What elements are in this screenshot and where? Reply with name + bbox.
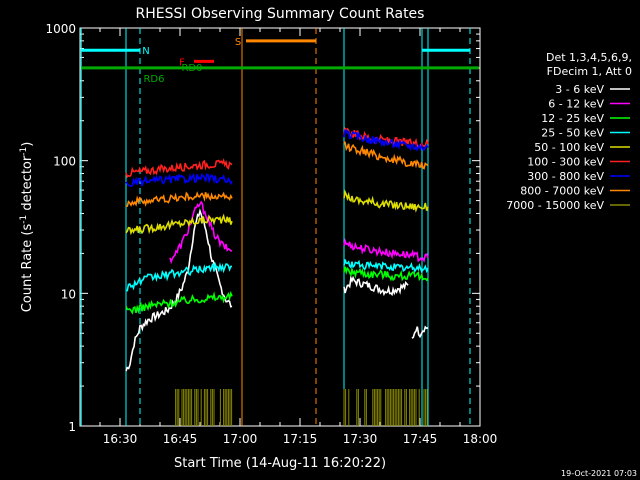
x-tick-label: 18:00 <box>463 432 498 446</box>
series-line <box>411 325 429 339</box>
series-line <box>343 189 429 213</box>
y-tick-label: 10 <box>61 287 76 301</box>
chart-title: RHESSI Observing Summary Count Rates <box>136 6 425 22</box>
annotation-rd6: RD6 <box>143 74 164 85</box>
axis-ticks: 16:30 16:45 17:00 17:15 17:30 17:45 18:00 1 10 10… <box>45 22 497 446</box>
annotation-rd0: RD0 <box>181 63 202 74</box>
series-line <box>125 158 233 179</box>
legend-label: 7000 - 15000 keV <box>506 199 604 212</box>
legend-label: 3 - 6 keV <box>555 83 604 96</box>
y-tick-label: 1 <box>68 420 76 434</box>
annotation-f: F <box>179 57 185 68</box>
annotation-s: S <box>235 37 241 48</box>
y-axis-label: Count Rate (s-1 detector-1) <box>19 142 35 313</box>
timestamp: 19-Oct-2021 07:03 <box>561 469 637 478</box>
instrument-vertical-lines <box>80 28 471 426</box>
series-line <box>125 191 233 208</box>
series-line <box>126 261 233 292</box>
series-line <box>125 290 233 315</box>
series-line <box>343 237 429 263</box>
x-tick-label: 17:30 <box>343 432 378 446</box>
legend-label: 25 - 50 keV <box>541 127 604 140</box>
y-axis-label-mid: detector <box>20 155 35 215</box>
legend-label: 100 - 300 keV <box>527 156 604 169</box>
legend: Det 1,3,4,5,6,9,FDecim 1, Att 0 3 - 6 keV… <box>506 51 632 212</box>
series-line <box>343 274 409 297</box>
series-line <box>343 129 429 152</box>
series-line <box>343 259 429 274</box>
legend-label: 300 - 800 keV <box>527 170 604 183</box>
x-tick-label: 16:30 <box>103 432 138 446</box>
series-spikes <box>343 389 428 426</box>
legend-header-line: Det 1,3,4,5,6,9, <box>546 51 632 64</box>
x-tick-label: 17:15 <box>283 432 318 446</box>
legend-label: 50 - 100 keV <box>534 141 604 154</box>
series-6-12-kev <box>169 200 429 265</box>
series-300-800-kev <box>125 129 429 188</box>
series-line <box>125 213 233 236</box>
series-line <box>169 200 233 265</box>
series-12-25-kev <box>125 266 429 315</box>
series-50-100-kev <box>125 189 429 236</box>
y-tick-label: 100 <box>53 155 76 169</box>
series-line <box>343 266 429 282</box>
series-line <box>343 126 429 149</box>
y-tick-label: 1000 <box>45 22 76 36</box>
legend-label: 12 - 25 keV <box>541 112 604 125</box>
y-axis-label-sup2: -1 <box>19 147 29 156</box>
series-spikes <box>175 389 233 426</box>
x-tick-label: 17:00 <box>223 432 258 446</box>
annotation-n: N <box>142 46 149 57</box>
series-line <box>343 140 429 170</box>
instrument-state-bars <box>81 39 479 70</box>
y-axis-label-sup1: -1 <box>19 215 29 224</box>
series-7000-15000-kev <box>175 389 428 426</box>
series-25-50-kev <box>126 259 429 292</box>
x-tick-label: 16:45 <box>163 432 198 446</box>
x-axis-label: Start Time (14-Aug-11 16:20:22) <box>174 456 386 471</box>
legend-header-line: FDecim 1, Att 0 <box>547 65 632 78</box>
y-axis-label-end: ) <box>20 142 35 147</box>
series-line <box>125 208 233 372</box>
series-line <box>125 172 233 188</box>
series-3-6-kev <box>125 208 429 372</box>
y-axis-label-main: Count Rate (s <box>20 224 35 313</box>
legend-label: 800 - 7000 keV <box>520 185 604 198</box>
series-800-7000-kev <box>125 140 429 208</box>
legend-label: 6 - 12 keV <box>548 98 604 111</box>
x-tick-label: 17:45 <box>403 432 438 446</box>
series-layer <box>125 126 429 426</box>
series-100-300-kev <box>125 126 429 179</box>
